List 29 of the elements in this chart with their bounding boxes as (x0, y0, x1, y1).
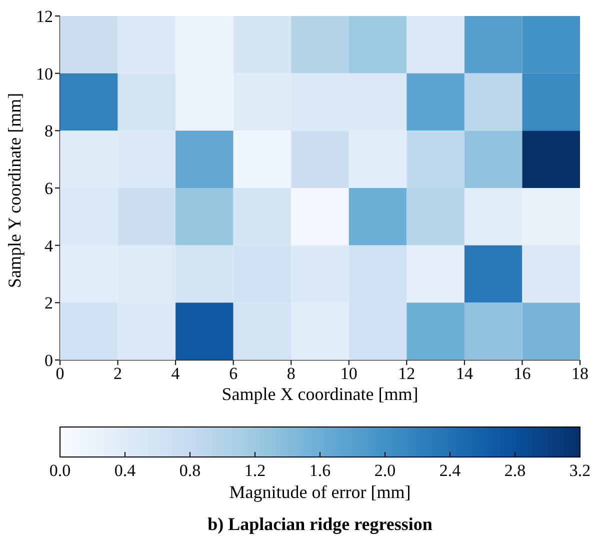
color-bar-label: 0.8 (179, 461, 201, 480)
color-bar-label: 1.2 (244, 461, 266, 480)
color-bar-label: 1.6 (309, 461, 331, 480)
y-tick-label: 10 (36, 64, 53, 84)
color-bar-title: Magnitude of error [mm] (229, 482, 411, 502)
x-tick-label: 8 (286, 364, 296, 384)
y-tick-label: 12 (36, 7, 53, 26)
x-tick-label: 10 (340, 364, 358, 384)
color-bar-label: 2.4 (439, 461, 462, 480)
color-bar-label: 0.4 (114, 461, 136, 480)
x-tick-label: 16 (514, 364, 531, 384)
x-axis-title: Sample X coordinate [mm] (222, 384, 418, 404)
y-axis-title: Sample Y coordinate [mm] (4, 92, 24, 288)
y-tick-label: 8 (44, 122, 53, 141)
text: b) Laplacian ridge regression (206, 514, 434, 535)
y-tick-label: 6 (44, 179, 53, 198)
color-bar-label: 3.2 (569, 461, 591, 480)
color-bar-label: 0.0 (49, 461, 71, 480)
x-tick-label: 18 (572, 364, 588, 384)
y-tick-label: 2 (44, 294, 53, 313)
y-tick-label: 0 (44, 351, 53, 370)
x-tick-label: 2 (114, 364, 122, 384)
x-tick-label: 4 (171, 364, 180, 384)
x-tick-label: 6 (229, 364, 238, 384)
y-tick-label: 4 (44, 236, 54, 256)
x-tick-label: 14 (456, 364, 474, 384)
color-bar-label: 2.0 (374, 461, 396, 480)
x-tick-label: 12 (398, 364, 416, 384)
color-bar-label: 2.8 (504, 461, 526, 480)
